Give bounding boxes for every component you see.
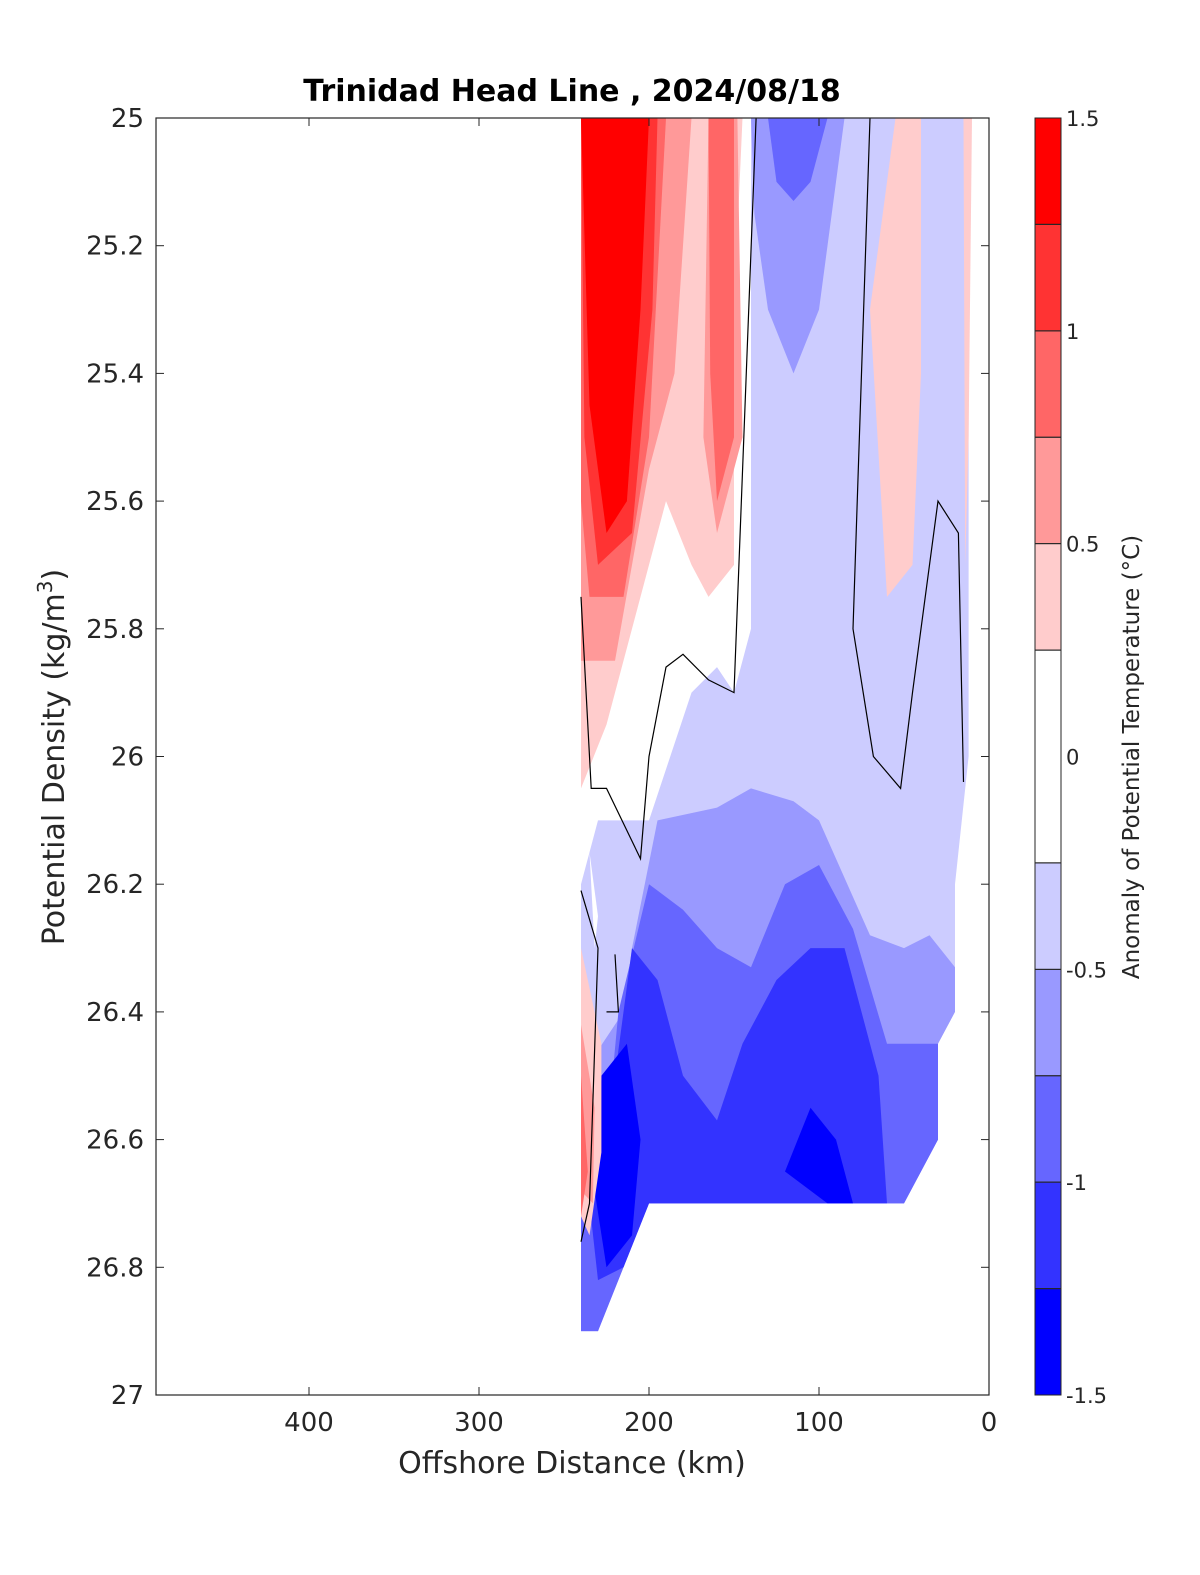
colorbar-tick-label: 0.5 (1066, 533, 1099, 557)
colorbar-swatch-10 (1035, 1288, 1061, 1395)
colorbar-swatch-2 (1035, 330, 1061, 438)
x-tick-label: 400 (284, 1408, 334, 1438)
colorbar-tick-label: 0 (1066, 746, 1079, 770)
colorbar-swatch-7 (1035, 969, 1061, 1076)
y-tick-label: 25 (111, 104, 144, 134)
y-tick-label: 26 (111, 743, 144, 773)
x-tick-label: 100 (794, 1408, 844, 1438)
colorbar-swatch-1 (1035, 224, 1061, 331)
contour-region-12 (708, 118, 734, 502)
plot-frame (155, 117, 990, 1396)
contour-region-3 (589, 948, 887, 1281)
colorbar-swatch-9 (1035, 1182, 1061, 1289)
colorbar-swatch-4 (1035, 543, 1061, 651)
colorbar-tick-label: -1 (1066, 1171, 1087, 1195)
x-tick-label: 0 (981, 1408, 998, 1438)
y-tick-label: 27 (111, 1381, 144, 1411)
zero-contour-line-1 (852, 117, 965, 790)
contour-region-6 (751, 118, 845, 374)
y-axis-label: Potential Density (kg/m3) (33, 569, 72, 945)
colorbar-swatch-8 (1035, 1075, 1061, 1183)
contour-region-19 (581, 1075, 588, 1217)
contour-region-7 (768, 118, 828, 201)
colorbar-swatch-5 (1035, 650, 1061, 863)
zero-contour-layer (580, 117, 965, 1242)
colorbar-tick-label: -1.5 (1066, 1384, 1107, 1408)
y-tick-label: 26.6 (86, 1126, 144, 1156)
y-axis-label-superscript: 3 (33, 580, 57, 593)
colorbar-tick-label: 1.5 (1066, 107, 1099, 131)
contour-fill-layer (581, 118, 972, 1332)
zero-contour-line-0 (580, 117, 757, 861)
y-tick-label: 26.8 (86, 1253, 144, 1283)
y-tick-label: 25.6 (86, 487, 144, 517)
contour-region-14 (581, 118, 649, 533)
contour-region-4 (594, 1043, 641, 1268)
colorbar-frame (1034, 117, 1062, 1396)
colorbar: 1.5 1 0.5 0 -0.5 -1 -1.5 (1034, 107, 1107, 1408)
colorbar-swatch-3 (1035, 437, 1061, 544)
axis-ticks: 400 300 200 100 0 25 25.2 25.4 25.6 25.8 26 26.2 26.… (86, 104, 997, 1438)
x-tick-label: 200 (624, 1408, 674, 1438)
y-tick-label: 25.8 (86, 615, 144, 645)
colorbar-swatch-6 (1035, 862, 1061, 970)
colorbar-tick-label: 1 (1066, 320, 1079, 344)
zero-contour-line-3 (606, 954, 620, 1013)
contour-region-16 (963, 118, 972, 565)
y-tick-label: 25.4 (86, 359, 144, 389)
y-tick-label: 25.2 (86, 232, 144, 262)
zero-contour-line-2 (580, 890, 599, 1242)
contour-region-5 (785, 1107, 853, 1204)
colorbar-tick-label: -0.5 (1066, 958, 1107, 982)
contour-region-20 (589, 852, 598, 949)
y-tick-label: 26.2 (86, 870, 144, 900)
x-axis-label: Offshore Distance (km) (398, 1446, 746, 1481)
contour-region-15 (870, 118, 921, 597)
colorbar-label: Anomaly of Potential Temperature (°C) (1119, 535, 1145, 979)
x-tick-label: 300 (454, 1408, 504, 1438)
y-axis-label-close: ) (37, 569, 72, 581)
colorbar-swatch-0 (1035, 118, 1061, 225)
y-tick-label: 26.4 (86, 998, 144, 1028)
y-axis-label-main: Potential Density (kg/m (37, 593, 72, 945)
chart-title: Trinidad Head Line , 2024/08/18 (303, 74, 840, 109)
